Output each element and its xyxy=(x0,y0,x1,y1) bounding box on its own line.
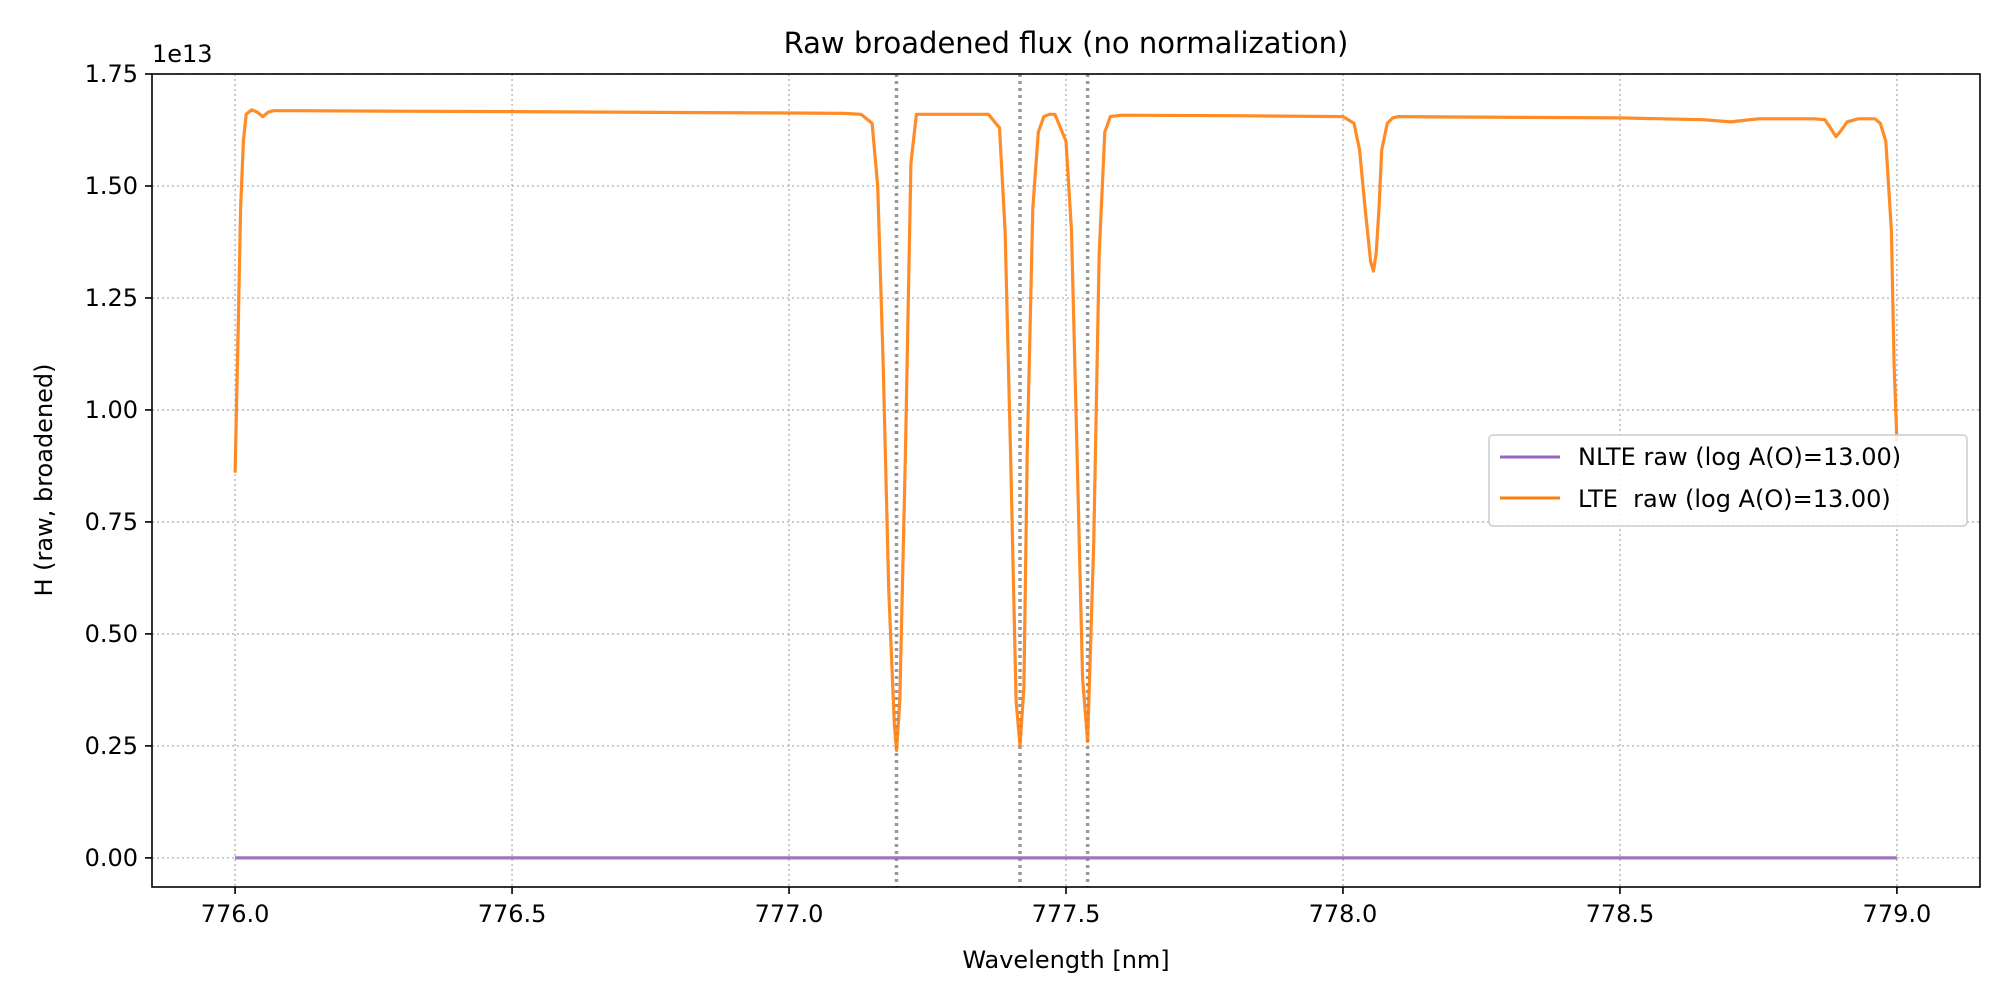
y-tick-label: 0.50 xyxy=(85,620,138,648)
legend-box xyxy=(1488,434,1968,527)
x-axis-label: Wavelength [nm] xyxy=(962,946,1169,974)
legend-label-lte: LTE raw (log A(O)=13.00) xyxy=(1578,485,1891,513)
x-tick-label: 777.0 xyxy=(755,900,824,928)
x-tick-label: 776.5 xyxy=(478,900,547,928)
y-tick-label: 1.75 xyxy=(85,60,138,88)
y-tick-label: 0.25 xyxy=(85,732,138,760)
axis-ticks: 776.0 776.5 777.0 777.5 778.0 778.5 779.0 0.00 0… xyxy=(85,60,1932,928)
y-axis-offset-label: 1e13 xyxy=(152,40,213,68)
x-tick-label: 779.0 xyxy=(1863,900,1932,928)
x-tick-label: 777.5 xyxy=(1032,900,1101,928)
x-tick-label: 778.5 xyxy=(1586,900,1655,928)
y-tick-label: 0.00 xyxy=(85,844,138,872)
grid xyxy=(152,73,1980,887)
y-axis-label: H (raw, broadened) xyxy=(30,363,58,596)
y-tick-label: 1.25 xyxy=(85,284,138,312)
x-tick-label: 776.0 xyxy=(201,900,270,928)
legend-label-nlte: NLTE raw (log A(O)=13.00) xyxy=(1578,443,1901,471)
legend: NLTE raw (log A(O)=13.00) LTE raw (log A… xyxy=(1488,434,1968,527)
x-tick-label: 778.0 xyxy=(1309,900,1378,928)
y-tick-label: 1.50 xyxy=(85,172,138,200)
chart-title: Raw broadened flux (no normalization) xyxy=(784,26,1349,60)
y-tick-label: 1.00 xyxy=(85,396,138,424)
reference-lines xyxy=(894,74,1090,887)
series-line-1 xyxy=(233,108,1899,753)
y-tick-label: 0.75 xyxy=(85,508,138,536)
plot-series xyxy=(233,108,1899,860)
